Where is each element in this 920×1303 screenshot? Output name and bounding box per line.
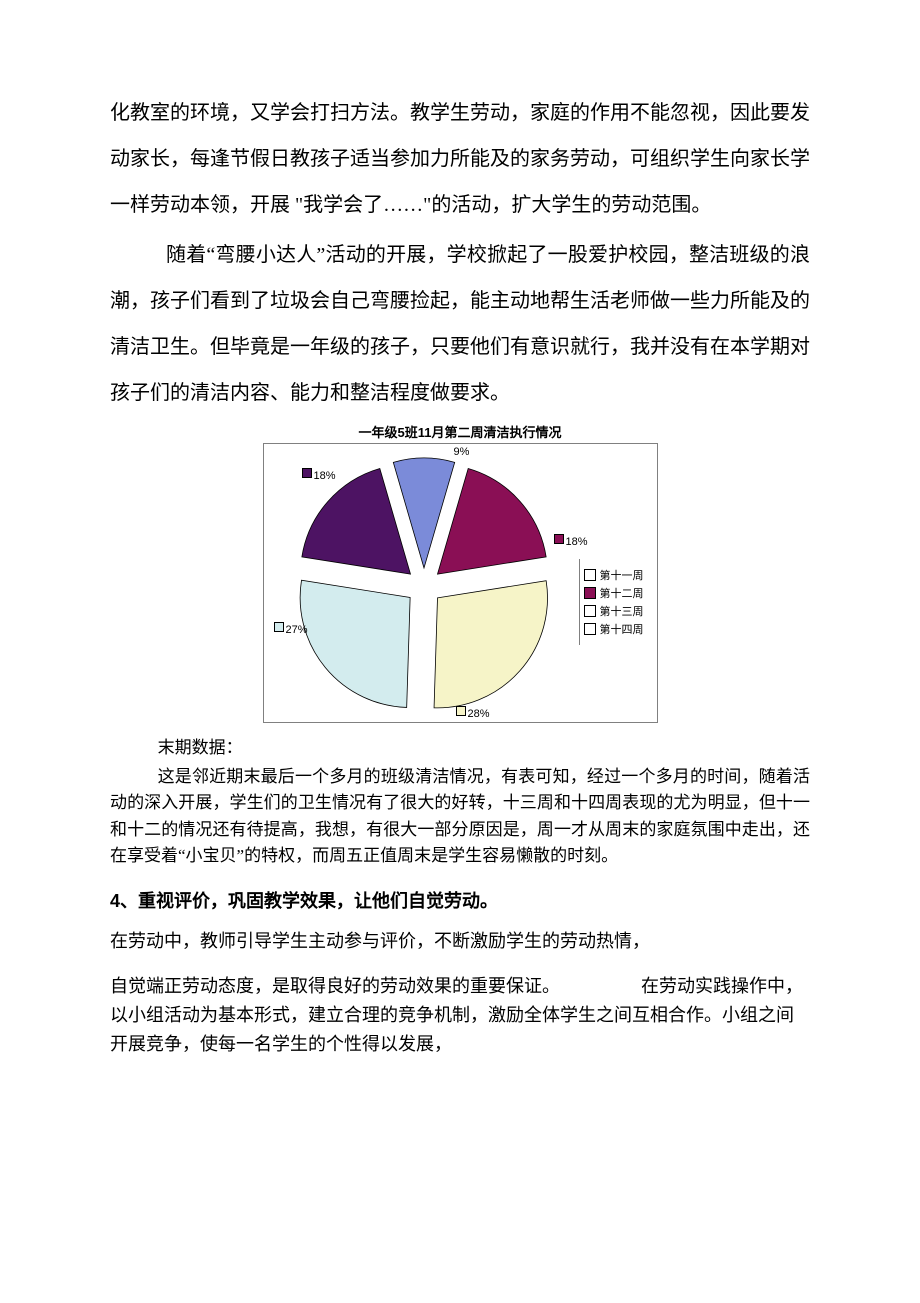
paragraph-4b-1: 自觉端正劳动态度，是取得良好的劳动效果的重要保证。 (110, 976, 551, 996)
pie-label: 18% (554, 534, 588, 548)
legend-swatch (584, 569, 596, 581)
tail-data-heading: 末期数据： (110, 733, 810, 758)
legend-item: 第十三周 (584, 603, 653, 619)
legend-swatch (584, 587, 596, 599)
legend-item: 第十一周 (584, 567, 653, 583)
legend-label: 第十二周 (600, 585, 644, 601)
legend-swatch (584, 623, 596, 635)
tail-data-body: 这是邻近期末最后一个多月的班级清洁情况，有表可知，经过一个多月的时间，随着活动的… (110, 764, 810, 869)
pie-slice (301, 468, 410, 574)
paragraph-4b: 自觉端正劳动态度，是取得良好的劳动效果的重要保证。 在劳动实践操作中，以小组活动… (110, 972, 810, 1058)
pie-slice (300, 580, 410, 707)
legend-label: 第十四周 (600, 621, 644, 637)
pie-chart: 9% 18% 28% 27% 18% 第十一周第十二周第十三周第十四周 (263, 443, 658, 723)
pie-label: 28% (456, 706, 490, 720)
pie-label: 27% (274, 622, 308, 636)
legend-item: 第十四周 (584, 621, 653, 637)
section-title: 、重视评价，巩固教学效果，让他们自觉劳动。 (120, 891, 498, 911)
legend-label: 第十一周 (600, 567, 644, 583)
section-4-heading: 4、重视评价，巩固教学效果，让他们自觉劳动。 (110, 887, 810, 913)
pie-slice (434, 581, 547, 708)
legend-label: 第十三周 (600, 603, 644, 619)
pie-label: 18% (302, 468, 336, 482)
pie-label: 9% (454, 446, 470, 458)
paragraph-4b-pad (551, 976, 641, 996)
legend-item: 第十二周 (584, 585, 653, 601)
paragraph-1: 化教室的环境，又学会打扫方法。教学生劳动，家庭的作用不能忽视，因此要发动家长，每… (110, 90, 810, 228)
paragraph-2: 随着“弯腰小达人”活动的开展，学校掀起了一股爱护校园，整洁班级的浪潮，孩子们看到… (110, 232, 810, 416)
section-number: 4 (110, 891, 120, 911)
chart-legend: 第十一周第十二周第十三周第十四周 (579, 559, 657, 645)
chart-title: 一年级5班11月第二周清洁执行情况 (263, 422, 658, 441)
pie-chart-container: 一年级5班11月第二周清洁执行情况 9% 18% 28% 27% 18% 第十一周第十二… (263, 422, 658, 723)
paragraph-4a: 在劳动中，教师引导学生主动参与评价，不断激励学生的劳动热情， (110, 927, 810, 956)
pie-slice (437, 468, 546, 574)
legend-swatch (584, 605, 596, 617)
